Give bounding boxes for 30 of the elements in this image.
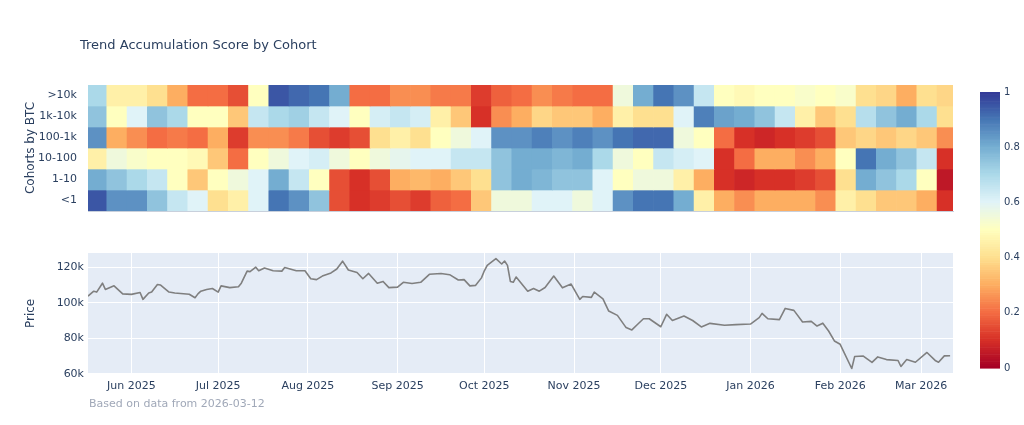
y-tick-label: 100k <box>56 295 85 309</box>
y-tick-label: 100-1k <box>38 130 78 144</box>
x-tick-label: Jan 2026 <box>725 379 775 393</box>
x-tick-label: Nov 2025 <box>547 379 601 393</box>
y-tick-label: 120k <box>56 260 85 274</box>
color-bar-label: 0.4 <box>1004 251 1020 263</box>
chart-title: Trend Accumulation Score by Cohort <box>80 37 317 52</box>
y-tick-label: 10-100 <box>38 151 77 165</box>
x-tick-label: Sep 2025 <box>371 379 424 393</box>
color-bar-label: 0.2 <box>1004 306 1020 318</box>
x-tick-label: Oct 2025 <box>459 379 510 393</box>
y-axis-title: Price <box>23 298 38 329</box>
y-tick-label: 80k <box>63 331 85 345</box>
x-tick-label: Jun 2025 <box>106 379 156 393</box>
color-bar-label: 0 <box>1004 361 1011 373</box>
y-axis-title: Cohorts by BTC <box>23 101 38 195</box>
y-tick-label: <1 <box>60 193 77 207</box>
y-tick-label: 1-10 <box>52 172 77 186</box>
y-tick-label: >10k <box>47 88 78 102</box>
x-tick-label: Feb 2026 <box>814 379 866 393</box>
y-tick-label: 60k <box>63 366 85 380</box>
color-bar-label: 1 <box>1004 85 1011 97</box>
x-tick-label: Mar 2026 <box>895 379 948 393</box>
x-tick-label: Dec 2025 <box>634 379 688 393</box>
color-bar-label: 0.6 <box>1004 195 1020 207</box>
color-bar-label: 0.8 <box>1004 140 1020 152</box>
text: Based on data from 2026-03-12 <box>89 397 265 410</box>
x-tick-label: Jul 2025 <box>194 379 241 393</box>
x-tick-label: Aug 2025 <box>281 379 335 393</box>
y-tick-label: 1k-10k <box>39 109 78 123</box>
